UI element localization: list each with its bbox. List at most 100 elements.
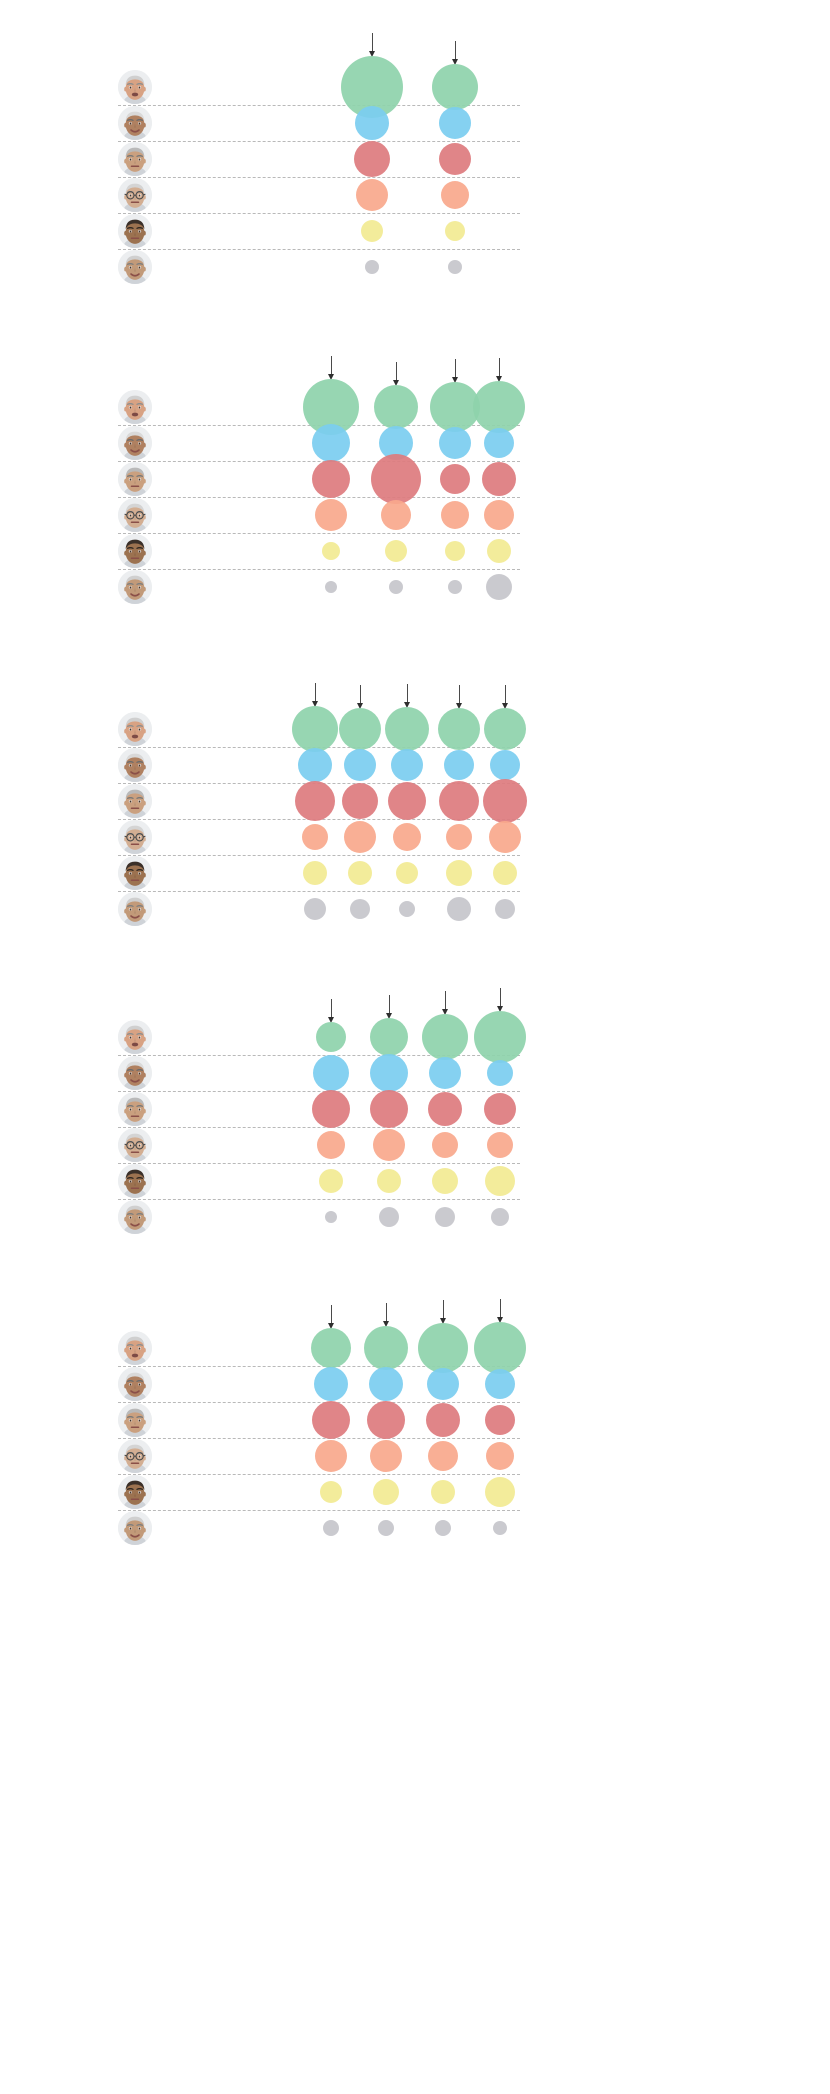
bubble-candidate-6-col1[interactable] bbox=[304, 898, 326, 920]
bubble-candidate-5-col4[interactable] bbox=[485, 1477, 515, 1507]
bubble-candidate-1-col4[interactable] bbox=[474, 1322, 526, 1374]
bubble-candidate-1-col4[interactable] bbox=[438, 708, 480, 750]
bubble-candidate-6-col4[interactable] bbox=[486, 574, 512, 600]
bubble-candidate-5-col5[interactable] bbox=[493, 861, 517, 885]
bubble-candidate-2-col4[interactable] bbox=[487, 1060, 513, 1086]
bubble-candidate-5-col4[interactable] bbox=[487, 539, 511, 563]
bubble-candidate-2-col3[interactable] bbox=[391, 749, 423, 781]
bubble-candidate-1-col1[interactable] bbox=[292, 706, 338, 752]
bubble-candidate-6-col2[interactable] bbox=[389, 580, 403, 594]
bubble-candidate-2-col3[interactable] bbox=[429, 1057, 461, 1089]
bubble-candidate-4-col1[interactable] bbox=[317, 1131, 345, 1159]
bubble-candidate-1-col1[interactable] bbox=[311, 1328, 351, 1368]
bubble-candidate-3-col2[interactable] bbox=[367, 1401, 405, 1439]
bubble-candidate-4-col3[interactable] bbox=[393, 823, 421, 851]
bubble-candidate-2-col4[interactable] bbox=[485, 1369, 515, 1399]
bubble-candidate-6-col4[interactable] bbox=[447, 897, 471, 921]
bubble-candidate-3-col2[interactable] bbox=[370, 1090, 408, 1128]
bubble-candidate-6-col2[interactable] bbox=[350, 899, 370, 919]
bubble-candidate-2-col2[interactable] bbox=[439, 107, 471, 139]
bubble-candidate-4-col2[interactable] bbox=[370, 1440, 402, 1472]
bubble-candidate-6-col1[interactable] bbox=[325, 581, 337, 593]
bubble-candidate-1-col2[interactable] bbox=[339, 708, 381, 750]
bubble-candidate-5-col1[interactable] bbox=[303, 861, 327, 885]
bubble-candidate-6-col3[interactable] bbox=[435, 1207, 455, 1227]
bubble-candidate-3-col1[interactable] bbox=[312, 1090, 350, 1128]
bubble-candidate-3-col4[interactable] bbox=[439, 781, 479, 821]
bubble-candidate-4-col1[interactable] bbox=[302, 824, 328, 850]
bubble-candidate-2-col3[interactable] bbox=[427, 1368, 459, 1400]
bubble-candidate-2-col1[interactable] bbox=[313, 1055, 349, 1091]
bubble-candidate-4-col4[interactable] bbox=[486, 1442, 514, 1470]
bubble-candidate-2-col2[interactable] bbox=[369, 1367, 403, 1401]
bubble-candidate-4-col4[interactable] bbox=[487, 1132, 513, 1158]
bubble-candidate-2-col1[interactable] bbox=[312, 424, 350, 462]
bubble-candidate-5-col2[interactable] bbox=[377, 1169, 401, 1193]
bubble-candidate-5-col3[interactable] bbox=[431, 1480, 455, 1504]
bubble-candidate-5-col1[interactable] bbox=[322, 542, 340, 560]
bubble-candidate-3-col1[interactable] bbox=[312, 460, 350, 498]
bubble-candidate-5-col4[interactable] bbox=[485, 1166, 515, 1196]
bubble-candidate-4-col2[interactable] bbox=[441, 181, 469, 209]
bubble-candidate-4-col3[interactable] bbox=[432, 1132, 458, 1158]
bubble-candidate-4-col2[interactable] bbox=[381, 500, 411, 530]
bubble-candidate-6-col4[interactable] bbox=[491, 1208, 509, 1226]
bubble-candidate-6-col2[interactable] bbox=[379, 1207, 399, 1227]
bubble-candidate-4-col3[interactable] bbox=[441, 501, 469, 529]
bubble-candidate-1-col2[interactable] bbox=[432, 64, 478, 110]
bubble-candidate-5-col3[interactable] bbox=[432, 1168, 458, 1194]
bubble-candidate-2-col1[interactable] bbox=[314, 1367, 348, 1401]
bubble-candidate-4-col2[interactable] bbox=[344, 821, 376, 853]
bubble-candidate-3-col4[interactable] bbox=[484, 1093, 516, 1125]
bubble-candidate-3-col3[interactable] bbox=[388, 782, 426, 820]
bubble-candidate-2-col4[interactable] bbox=[484, 428, 514, 458]
bubble-candidate-1-col4[interactable] bbox=[473, 381, 525, 433]
bubble-candidate-1-col3[interactable] bbox=[430, 382, 480, 432]
bubble-candidate-4-col1[interactable] bbox=[315, 499, 347, 531]
bubble-candidate-5-col2[interactable] bbox=[373, 1479, 399, 1505]
bubble-candidate-5-col1[interactable] bbox=[361, 220, 383, 242]
bubble-candidate-2-col2[interactable] bbox=[344, 749, 376, 781]
bubble-candidate-1-col3[interactable] bbox=[385, 707, 429, 751]
bubble-candidate-2-col2[interactable] bbox=[370, 1054, 408, 1092]
bubble-candidate-6-col3[interactable] bbox=[399, 901, 415, 917]
bubble-candidate-4-col4[interactable] bbox=[484, 500, 514, 530]
bubble-candidate-3-col1[interactable] bbox=[354, 141, 390, 177]
bubble-candidate-4-col2[interactable] bbox=[373, 1129, 405, 1161]
bubble-candidate-5-col1[interactable] bbox=[320, 1481, 342, 1503]
bubble-candidate-6-col3[interactable] bbox=[435, 1520, 451, 1536]
bubble-candidate-2-col1[interactable] bbox=[355, 106, 389, 140]
bubble-candidate-3-col1[interactable] bbox=[295, 781, 335, 821]
bubble-candidate-3-col5[interactable] bbox=[483, 779, 527, 823]
bubble-candidate-3-col4[interactable] bbox=[482, 462, 516, 496]
bubble-candidate-5-col1[interactable] bbox=[319, 1169, 343, 1193]
bubble-candidate-3-col1[interactable] bbox=[312, 1401, 350, 1439]
bubble-candidate-1-col2[interactable] bbox=[374, 385, 418, 429]
bubble-candidate-4-col1[interactable] bbox=[356, 179, 388, 211]
bubble-candidate-4-col3[interactable] bbox=[428, 1441, 458, 1471]
bubble-candidate-1-col5[interactable] bbox=[484, 708, 526, 750]
bubble-candidate-2-col5[interactable] bbox=[490, 750, 520, 780]
bubble-candidate-1-col1[interactable] bbox=[316, 1022, 346, 1052]
bubble-candidate-6-col1[interactable] bbox=[365, 260, 379, 274]
bubble-candidate-3-col3[interactable] bbox=[428, 1092, 462, 1126]
bubble-candidate-3-col4[interactable] bbox=[485, 1405, 515, 1435]
bubble-candidate-3-col3[interactable] bbox=[440, 464, 470, 494]
bubble-candidate-1-col4[interactable] bbox=[474, 1011, 526, 1063]
bubble-candidate-5-col2[interactable] bbox=[445, 221, 465, 241]
bubble-candidate-6-col4[interactable] bbox=[493, 1521, 507, 1535]
bubble-candidate-5-col3[interactable] bbox=[396, 862, 418, 884]
bubble-candidate-2-col3[interactable] bbox=[439, 427, 471, 459]
bubble-candidate-3-col2[interactable] bbox=[439, 143, 471, 175]
bubble-candidate-4-col1[interactable] bbox=[315, 1440, 347, 1472]
bubble-candidate-6-col5[interactable] bbox=[495, 899, 515, 919]
bubble-candidate-3-col2[interactable] bbox=[371, 454, 421, 504]
bubble-candidate-5-col2[interactable] bbox=[348, 861, 372, 885]
bubble-candidate-6-col1[interactable] bbox=[325, 1211, 337, 1223]
bubble-candidate-1-col2[interactable] bbox=[370, 1018, 408, 1056]
bubble-candidate-1-col3[interactable] bbox=[422, 1014, 468, 1060]
bubble-candidate-3-col3[interactable] bbox=[426, 1403, 460, 1437]
bubble-candidate-3-col2[interactable] bbox=[342, 783, 378, 819]
bubble-candidate-2-col1[interactable] bbox=[298, 748, 332, 782]
bubble-candidate-4-col5[interactable] bbox=[489, 821, 521, 853]
